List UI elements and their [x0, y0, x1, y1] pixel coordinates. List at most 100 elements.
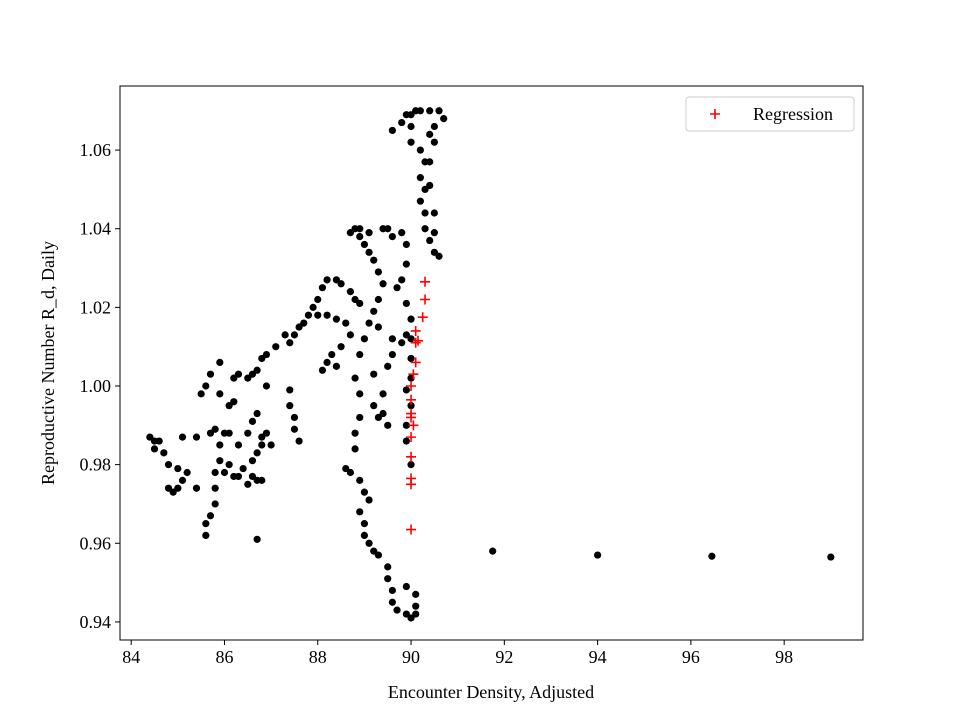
point	[379, 390, 387, 398]
point	[234, 441, 243, 449]
point	[398, 229, 406, 237]
point	[272, 343, 280, 351]
point	[211, 468, 219, 477]
point	[258, 476, 266, 484]
point	[402, 299, 410, 308]
point	[290, 425, 299, 433]
point	[384, 421, 392, 429]
point	[225, 461, 233, 469]
point	[178, 433, 187, 441]
point	[594, 551, 602, 559]
x-tick-label: 88	[309, 647, 327, 667]
point	[300, 319, 308, 327]
point	[281, 331, 289, 339]
point	[202, 531, 210, 540]
point	[407, 122, 415, 131]
point	[388, 598, 396, 606]
point	[430, 122, 438, 131]
point	[407, 402, 415, 410]
point	[239, 464, 247, 473]
point	[286, 386, 294, 394]
point	[150, 437, 159, 445]
plus-marker	[408, 369, 419, 380]
point	[379, 409, 387, 418]
point	[402, 240, 410, 249]
point	[365, 319, 373, 327]
point	[430, 138, 438, 146]
point	[351, 374, 359, 382]
point	[402, 260, 410, 268]
point	[253, 449, 261, 457]
y-tick-label: 1.04	[80, 219, 112, 239]
point	[248, 457, 257, 465]
plus-marker	[417, 312, 428, 323]
point	[365, 539, 373, 547]
x-axis-label: Encounter Density, Adjusted	[388, 682, 594, 702]
point	[202, 382, 210, 390]
point	[398, 276, 406, 284]
point	[262, 382, 271, 390]
point	[290, 331, 299, 339]
x-tick-label: 96	[682, 647, 700, 667]
legend-marker	[710, 109, 720, 119]
y-tick-label: 0.96	[80, 533, 112, 553]
plus-marker	[406, 524, 417, 535]
point	[211, 425, 219, 433]
point	[402, 582, 410, 591]
point	[258, 441, 266, 449]
point	[328, 350, 336, 359]
point	[412, 590, 420, 598]
point	[360, 240, 369, 249]
point	[318, 284, 327, 292]
point	[708, 552, 716, 560]
point	[183, 468, 191, 477]
point	[192, 433, 201, 441]
point	[211, 484, 219, 492]
x-tick-label: 92	[495, 647, 513, 667]
point	[435, 107, 443, 115]
point	[262, 350, 271, 359]
y-tick-label: 1.02	[80, 297, 112, 317]
point	[402, 437, 410, 445]
point	[253, 409, 261, 418]
point	[365, 496, 373, 504]
plus-marker	[410, 357, 421, 368]
point	[244, 480, 252, 488]
point	[216, 457, 224, 465]
plus-marker	[406, 394, 417, 405]
point	[407, 461, 415, 469]
point	[304, 311, 313, 319]
plus-marker	[406, 408, 417, 419]
point	[388, 335, 396, 343]
point	[412, 602, 420, 610]
plus-marker	[406, 473, 417, 484]
point	[174, 484, 182, 492]
point	[337, 343, 345, 351]
plus-marker	[410, 325, 421, 336]
point	[360, 488, 369, 496]
point	[407, 315, 415, 323]
point	[164, 461, 173, 469]
point	[351, 429, 359, 437]
plus-marker	[408, 420, 419, 431]
point	[356, 225, 364, 233]
point	[356, 476, 364, 484]
x-tick-label: 84	[122, 647, 140, 667]
point	[374, 268, 382, 276]
point	[426, 107, 434, 115]
point	[407, 335, 415, 343]
point	[220, 468, 229, 477]
point	[206, 370, 215, 378]
point	[225, 402, 233, 410]
point	[267, 441, 275, 449]
point	[323, 311, 331, 319]
point	[416, 197, 424, 205]
point	[225, 429, 233, 437]
point	[440, 115, 448, 123]
point	[234, 472, 243, 481]
y-axis-label: Reproductive Number R_d, Daily	[38, 241, 58, 485]
point	[295, 437, 303, 445]
point	[323, 276, 331, 284]
